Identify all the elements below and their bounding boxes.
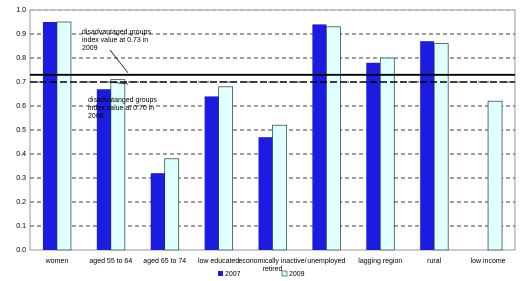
y-tick-label: 0.7 [16, 79, 26, 86]
bar [218, 86, 233, 251]
annotation: disadvatanged groups [88, 97, 157, 104]
y-tick-label: 0.8 [16, 55, 26, 62]
bar [379, 57, 395, 251]
bar [110, 79, 126, 251]
x-tick-label: low income [471, 258, 506, 265]
y-tick-label: 1.0 [16, 7, 26, 14]
y-tick-label: 0.0 [16, 247, 26, 254]
annotation: index value at 0.73 in [82, 37, 148, 44]
annotation-arrow [109, 81, 129, 85]
x-tick-label: unemployed [307, 258, 345, 265]
bar [164, 158, 180, 251]
annotation-arrow [109, 49, 129, 74]
x-tick-label: rural [427, 258, 441, 265]
y-tick-label: 0.6 [16, 103, 26, 110]
y-tick-label: 0.2 [16, 199, 26, 206]
y-tick-label: 0.4 [16, 151, 26, 158]
bar [204, 96, 219, 251]
x-tick-label: women [45, 258, 69, 265]
annotation: 2008 [88, 113, 104, 120]
legend-swatch [281, 270, 288, 277]
bar [42, 22, 57, 250]
x-tick-label: economically inactive/retired [238, 258, 306, 273]
bar [96, 89, 111, 250]
annotation: disadvantaged groups [82, 29, 151, 36]
bar [326, 26, 341, 251]
bar [258, 137, 273, 250]
bar [487, 100, 503, 251]
legend-label: 2007 [225, 271, 241, 278]
x-tick-label: lagging region [358, 258, 402, 265]
y-tick-label: 0.1 [16, 223, 26, 230]
x-tick-label: aged 65 to 74 [143, 258, 186, 265]
x-tick-label: aged 55 to 64 [89, 258, 132, 265]
bar [312, 24, 327, 251]
legend-swatch [218, 271, 223, 276]
bar [420, 41, 435, 251]
legend-label: 2009 [289, 271, 305, 278]
bar [366, 62, 381, 250]
y-tick-label: 0.9 [16, 31, 26, 38]
bar [150, 173, 165, 250]
bar [56, 21, 72, 251]
y-tick-label: 0.5 [16, 127, 26, 134]
annotation: index value at 0.70 in [88, 105, 154, 112]
bar [433, 43, 449, 251]
x-tick-label: low educated [198, 258, 239, 265]
y-tick-label: 0.3 [16, 175, 26, 182]
annotation: 2009 [82, 45, 98, 52]
bar [272, 124, 287, 251]
